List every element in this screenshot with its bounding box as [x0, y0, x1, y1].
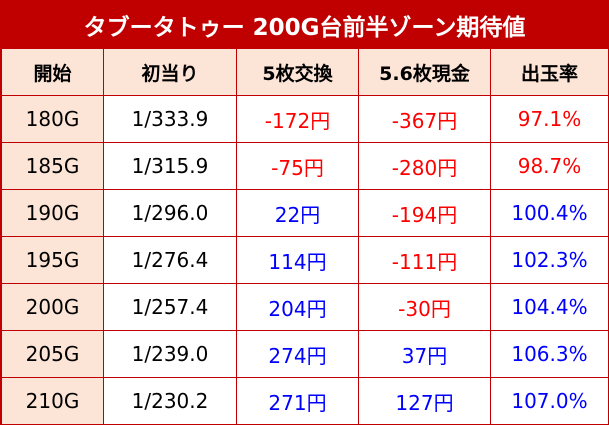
cell: -30円 — [358, 283, 491, 331]
cell: 37円 — [358, 330, 491, 378]
row: 210G 1/230.2 271円 127円 107.0% — [1, 377, 609, 425]
cell: 114円 — [236, 236, 359, 284]
column-header: 5枚交換 — [236, 48, 359, 96]
cell: 180G — [1, 95, 104, 143]
cell: 195G — [1, 236, 104, 284]
cell: 22円 — [236, 189, 359, 237]
title: タブータトゥー 200G台前半ゾーン期待値 — [1, 1, 608, 48]
cell: 1/315.9 — [103, 142, 237, 190]
table: 開始 初当り 5枚交換 5.6枚現金 出玉率 180G 1/333.9 -172円 -… — [1, 48, 609, 425]
cell: 107.0% — [490, 377, 609, 425]
row: 185G 1/315.9 -75円 -280円 98.7% — [1, 142, 609, 190]
cell: 106.3% — [490, 330, 609, 378]
row: 180G 1/333.9 -172円 -367円 97.1% — [1, 95, 609, 143]
column-header: 初当り — [103, 48, 237, 96]
cell: 1/333.9 — [103, 95, 237, 143]
column-header: 出玉率 — [490, 48, 609, 96]
table-head: 開始 初当り 5枚交換 5.6枚現金 出玉率 — [1, 48, 609, 96]
row: 200G 1/257.4 204円 -30円 104.4% — [1, 283, 609, 331]
column-header: 開始 — [1, 48, 104, 96]
table-body: 180G 1/333.9 -172円 -367円 97.1% 185G 1/315.9 -7… — [1, 95, 609, 425]
cell: 204円 — [236, 283, 359, 331]
cell: 190G — [1, 189, 104, 237]
cell: 271円 — [236, 377, 359, 425]
cell: 1/230.2 — [103, 377, 237, 425]
cell: 102.3% — [490, 236, 609, 284]
cell: -367円 — [358, 95, 491, 143]
cell: 205G — [1, 330, 104, 378]
row: 205G 1/239.0 274円 37円 106.3% — [1, 330, 609, 378]
header-row: 開始 初当り 5枚交換 5.6枚現金 出玉率 — [1, 48, 609, 96]
row: 195G 1/276.4 114円 -111円 102.3% — [1, 236, 609, 284]
row: 190G 1/296.0 22円 -194円 100.4% — [1, 189, 609, 237]
cell: -111円 — [358, 236, 491, 284]
cell: 210G — [1, 377, 104, 425]
cell: -280円 — [358, 142, 491, 190]
cell: 127円 — [358, 377, 491, 425]
cell: 1/257.4 — [103, 283, 237, 331]
column-header: 5.6枚現金 — [358, 48, 491, 96]
cell: -194円 — [358, 189, 491, 237]
cell: 104.4% — [490, 283, 609, 331]
cell: -75円 — [236, 142, 359, 190]
cell: 1/296.0 — [103, 189, 237, 237]
cell: 98.7% — [490, 142, 609, 190]
cell: 97.1% — [490, 95, 609, 143]
cell: 100.4% — [490, 189, 609, 237]
cell: 1/239.0 — [103, 330, 237, 378]
cell: 1/276.4 — [103, 236, 237, 284]
cell: 274円 — [236, 330, 359, 378]
cell: 185G — [1, 142, 104, 190]
cell: -172円 — [236, 95, 359, 143]
cell: 200G — [1, 283, 104, 331]
